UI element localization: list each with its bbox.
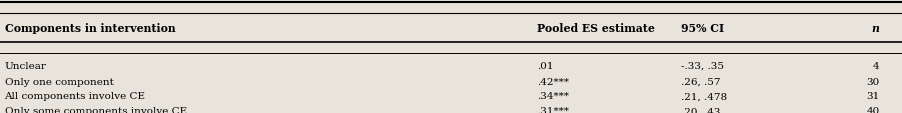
Text: .42***: .42*** (537, 77, 568, 86)
Text: Components in intervention: Components in intervention (5, 23, 175, 34)
Text: .26, .57: .26, .57 (681, 77, 721, 86)
Text: 4: 4 (873, 61, 879, 70)
Text: .20, .43: .20, .43 (681, 106, 721, 113)
Text: -.33, .35: -.33, .35 (681, 61, 724, 70)
Text: 40: 40 (866, 106, 879, 113)
Text: 31: 31 (866, 92, 879, 100)
Text: .01: .01 (537, 61, 553, 70)
Text: .21, .478: .21, .478 (681, 92, 727, 100)
Text: Only some components involve CE: Only some components involve CE (5, 106, 187, 113)
Text: .31***: .31*** (537, 106, 568, 113)
Text: Unclear: Unclear (5, 61, 46, 70)
Text: Only one component: Only one component (5, 77, 114, 86)
Text: .34***: .34*** (537, 92, 568, 100)
Text: 95% CI: 95% CI (681, 23, 724, 34)
Text: n: n (871, 23, 879, 34)
Text: All components involve CE: All components involve CE (5, 92, 145, 100)
Text: 30: 30 (866, 77, 879, 86)
Text: Pooled ES estimate: Pooled ES estimate (537, 23, 655, 34)
